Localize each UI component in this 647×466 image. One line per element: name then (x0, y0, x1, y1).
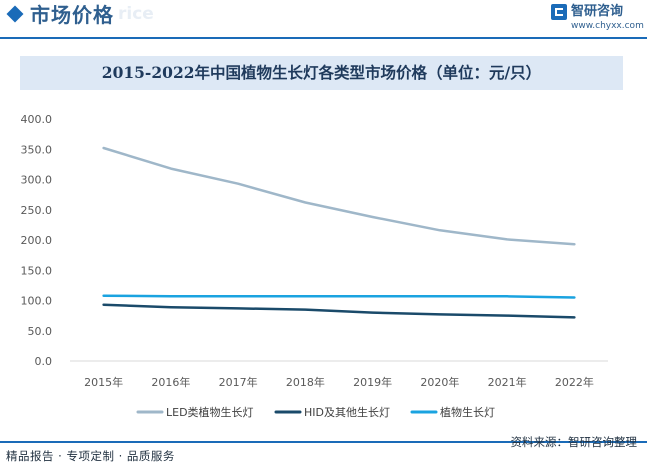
y-tick-label: 0.0 (35, 355, 53, 368)
x-tick-label: 2020年 (420, 375, 459, 389)
series-lines (102, 146, 576, 319)
x-tick-label: 2019年 (353, 375, 392, 389)
chart-title-bar: 2015-2022年中国植物生长灯各类型市场价格（单位：元/只） (20, 56, 623, 90)
x-tick-label: 2018年 (286, 375, 325, 389)
x-tick-label: 2016年 (151, 375, 190, 389)
series-line-1 (102, 146, 576, 246)
x-axis: 2015年 2016年 2017年 2018年 2019年 2020年 2021年 2022年 (84, 375, 594, 389)
logo: 智研咨询 www.chyxx.com (551, 3, 644, 35)
header-watermark: rice (118, 4, 154, 24)
y-tick-label: 250.0 (21, 204, 53, 217)
legend-label-1: LED类植物生长灯 (166, 405, 254, 419)
header: 市场价格 rice 智研咨询 www.chyxx.com (0, 0, 647, 39)
y-tick-label: 150.0 (21, 264, 53, 277)
y-tick-label: 400.0 (21, 113, 53, 126)
x-tick-label: 2017年 (219, 375, 258, 389)
chart-title: 2015-2022年中国植物生长灯各类型市场价格（单位：元/只） (101, 63, 542, 82)
y-tick-label: 200.0 (21, 234, 53, 247)
y-tick-label: 50.0 (28, 325, 53, 338)
footer-divider (0, 441, 647, 443)
y-tick-label: 350.0 (21, 143, 53, 156)
legend-label-2: HID及其他生长灯 (304, 405, 390, 419)
x-tick-label: 2015年 (84, 375, 123, 389)
x-tick-label: 2022年 (555, 375, 594, 389)
source-note: 资料来源：智研咨询整理 (510, 435, 638, 449)
legend: LED类植物生长灯 HID及其他生长灯 植物生长灯 (136, 405, 495, 419)
logo-icon (551, 4, 567, 20)
series-line-3 (102, 294, 576, 299)
series-line-2 (102, 303, 576, 319)
x-tick-label: 2021年 (488, 375, 527, 389)
y-tick-label: 100.0 (21, 295, 53, 308)
footer-tagline: 精品报告 · 专项定制 · 品质服务 (6, 449, 175, 463)
legend-label-3: 植物生长灯 (440, 405, 495, 419)
logo-url: www.chyxx.com (571, 21, 644, 31)
header-divider (0, 37, 647, 39)
y-axis: 0.0 50.0 100.0 150.0 200.0 250.0 300.0 350.0 400… (21, 113, 53, 368)
logo-name: 智研咨询 (571, 4, 624, 19)
header-title: 市场价格 (30, 3, 114, 27)
y-tick-label: 300.0 (21, 174, 53, 187)
